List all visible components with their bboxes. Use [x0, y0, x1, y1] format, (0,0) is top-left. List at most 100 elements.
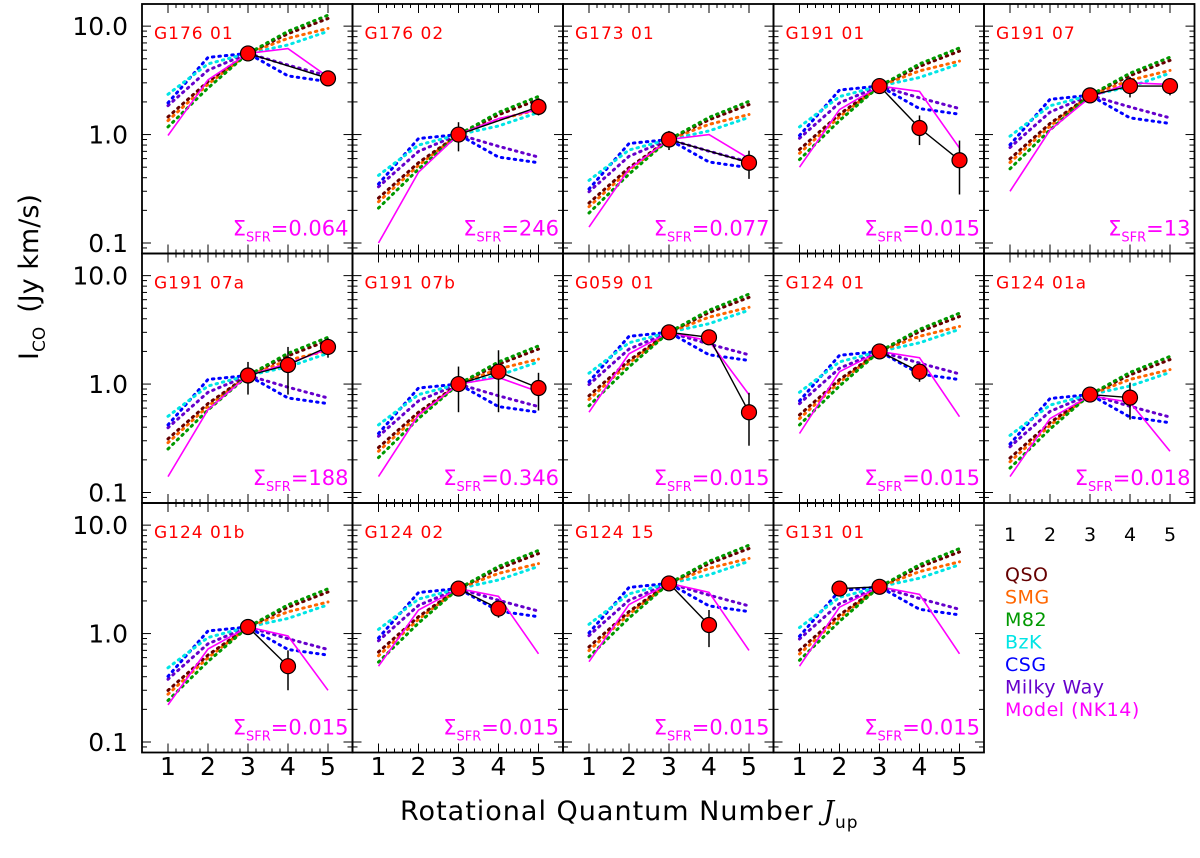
data-point: [740, 154, 758, 171]
x-tick-label: 4: [491, 752, 507, 781]
data-point: [450, 375, 467, 393]
x-tick-label: 5: [952, 752, 968, 781]
x-tick-label: 1: [581, 752, 597, 781]
sfr-label: ΣSFR=0.346: [443, 466, 559, 495]
x-tick-label: 1: [371, 752, 387, 781]
y-ticks: [563, 4, 774, 254]
data-point: [239, 45, 257, 62]
template-line-m82: [166, 587, 330, 702]
data-point: [700, 616, 718, 634]
data-point: [1081, 87, 1099, 104]
legend-tick-label: 2: [1044, 524, 1056, 546]
template-line-m82: [587, 99, 751, 215]
panel-plot-area: [798, 547, 961, 667]
panel-label: G131 01: [786, 523, 866, 543]
template-line-m82: [377, 344, 540, 460]
data-point: [279, 356, 297, 374]
template-line-smg: [798, 59, 961, 155]
panel-label: G176 02: [365, 24, 445, 44]
panel-plot-area: [377, 344, 547, 478]
x-tick-label: 4: [280, 752, 296, 781]
x-tick-label: 2: [832, 752, 848, 781]
data-point: [871, 578, 888, 595]
template-line-smg: [798, 560, 961, 656]
panel-plot-area: [1008, 354, 1172, 478]
data-point: [911, 119, 928, 137]
x-tick-label: 3: [240, 752, 256, 781]
y-tick-label: 0.1: [88, 229, 128, 258]
panel-g124-01a: G124 01a ΣSFR=0.018: [983, 252, 1196, 504]
sfr-label: ΣSFR=0.064: [233, 217, 349, 246]
panel-label: G173 01: [575, 24, 655, 44]
x-tick-label: 5: [320, 752, 336, 781]
sfr-label: ΣSFR=0.015: [864, 716, 980, 745]
y-tick-label: 1.0: [88, 370, 128, 399]
template-line-qso: [166, 17, 330, 119]
panel-g173-01: G173 01 ΣSFR=0.077: [562, 3, 775, 255]
sfr-label: ΣSFR=0.077: [654, 217, 770, 246]
panel-frame: [772, 502, 985, 754]
template-line-qso: [798, 550, 961, 652]
x-tick-label: 2: [411, 752, 427, 781]
sfr-label: ΣSFR=13: [1108, 217, 1190, 246]
template-line-qso: [377, 552, 540, 654]
panel-plot-area: [587, 292, 758, 446]
panel-plot-area: [166, 13, 337, 136]
panel-plot-area: [587, 543, 751, 663]
y-ticks: [773, 4, 984, 254]
panel-g191-01: G191 01 ΣSFR=0.015: [772, 3, 985, 255]
template-line-qso: [1008, 358, 1172, 460]
data-point: [1121, 389, 1139, 406]
x-axis-title: Rotational Quantum Number Jup: [400, 796, 859, 833]
data-line: [458, 106, 539, 136]
data-point: [911, 363, 928, 380]
template-line-m82: [1008, 354, 1172, 470]
template-line-qso: [377, 98, 540, 200]
legend-item-bzk: BzK: [1005, 632, 1042, 654]
data-point: [1121, 77, 1139, 95]
panel-g191-07b: G191 07b ΣSFR=0.346: [351, 252, 564, 504]
data-line: [247, 52, 329, 79]
model-line: [167, 626, 329, 706]
data-point: [319, 338, 337, 356]
data-point: [490, 600, 507, 617]
data-point: [239, 367, 257, 384]
template-line-qso: [1008, 58, 1172, 161]
sfr-label: ΣSFR=0.015: [654, 716, 770, 745]
data-point: [1081, 386, 1099, 403]
data-point: [450, 126, 467, 143]
data-point: [831, 580, 848, 597]
data-point: [279, 658, 297, 675]
legend-tick-label: 5: [1164, 524, 1176, 546]
template-line-m82: [377, 548, 540, 664]
template-line-smg: [166, 600, 330, 696]
panel-label: G124 01: [786, 274, 866, 294]
panel-plot-area: [798, 311, 961, 434]
sfr-label: ΣSFR=246: [463, 217, 559, 246]
panel-label: G191 07a: [154, 274, 245, 294]
panel-label: G191 07b: [365, 274, 456, 294]
panel-g124-01: G124 01 ΣSFR=0.015: [772, 252, 985, 504]
data-point: [530, 379, 547, 397]
panel-label: G059 01: [575, 274, 655, 294]
template-line-smg: [377, 562, 540, 658]
x-tick-label: 4: [912, 752, 928, 781]
model-line: [377, 587, 540, 667]
y-tick-label: 1.0: [88, 620, 128, 649]
data-point: [871, 77, 888, 95]
data-point: [951, 152, 968, 169]
panel-plot-area: [377, 548, 540, 667]
y-tick-label: 0.1: [88, 728, 128, 757]
panel-plot-area: [798, 46, 968, 195]
data-point: [740, 404, 758, 421]
data-point: [490, 363, 507, 380]
sfr-label: ΣSFR=0.015: [654, 466, 770, 495]
panel-label: G124 01a: [996, 274, 1087, 294]
template-line-m82: [587, 292, 751, 408]
panel-plot-area: [1008, 55, 1179, 192]
data-point: [700, 329, 718, 346]
x-tick-label: 3: [872, 752, 888, 781]
